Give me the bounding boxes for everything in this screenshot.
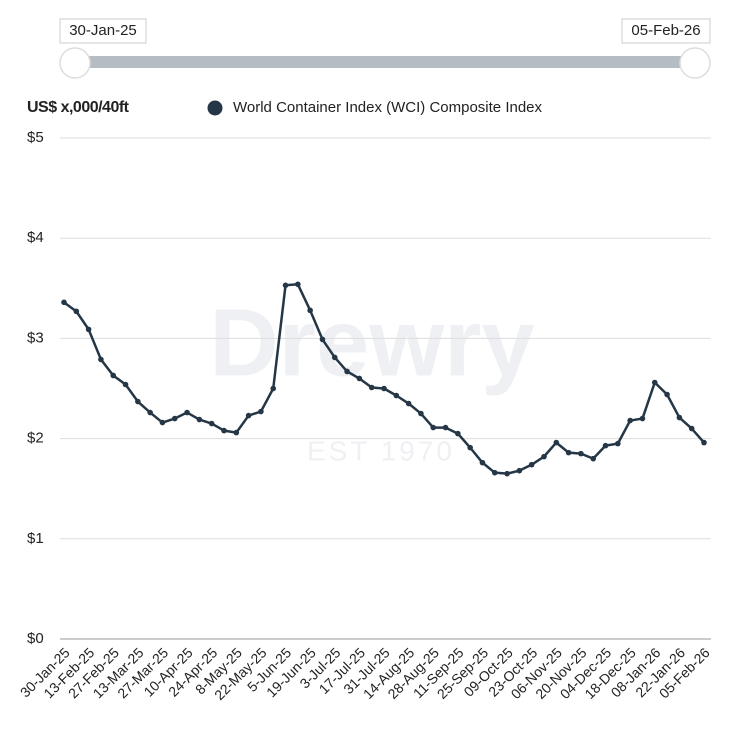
data-point bbox=[455, 430, 461, 437]
slider-end-box bbox=[621, 18, 711, 44]
data-point bbox=[319, 336, 326, 343]
data-point bbox=[159, 419, 166, 426]
data-point bbox=[135, 398, 141, 405]
data-point bbox=[368, 384, 375, 391]
data-point bbox=[122, 381, 129, 388]
data-point bbox=[701, 439, 707, 446]
slider-end-label: 05-Feb-26 bbox=[631, 22, 700, 39]
data-point bbox=[430, 424, 437, 431]
data-point bbox=[393, 392, 400, 399]
data-point bbox=[688, 425, 695, 432]
y-tick-label: $0 bbox=[27, 630, 44, 647]
slider-start-box bbox=[59, 18, 147, 44]
data-point bbox=[504, 470, 510, 477]
data-point bbox=[147, 409, 153, 416]
data-point bbox=[295, 281, 301, 288]
data-point bbox=[98, 356, 104, 363]
data-point bbox=[245, 412, 252, 419]
data-point bbox=[590, 455, 597, 462]
legend-marker bbox=[207, 100, 223, 116]
legend-label: World Container Index (WCI) Composite In… bbox=[233, 99, 543, 116]
data-point bbox=[565, 449, 572, 456]
data-point bbox=[344, 368, 350, 375]
watermark-est: EST 1970 bbox=[307, 435, 455, 466]
data-point bbox=[516, 467, 523, 474]
data-point bbox=[381, 385, 387, 392]
slider-start-label: 30-Jan-25 bbox=[69, 22, 137, 39]
data-point bbox=[258, 408, 264, 415]
y-tick-label: $2 bbox=[27, 430, 44, 447]
data-point bbox=[578, 450, 584, 457]
data-point bbox=[85, 326, 92, 333]
data-point bbox=[184, 409, 190, 416]
data-point bbox=[553, 439, 560, 446]
y-axis-label: US$ x,000/40ft bbox=[27, 99, 130, 116]
data-point bbox=[405, 400, 412, 407]
data-point bbox=[491, 469, 498, 476]
data-point bbox=[479, 459, 486, 466]
y-tick-label: $4 bbox=[27, 229, 44, 246]
data-point bbox=[331, 354, 338, 361]
y-tick-label: $1 bbox=[27, 530, 44, 547]
data-point bbox=[528, 461, 535, 468]
slider-end-handle[interactable] bbox=[679, 47, 711, 79]
data-point bbox=[541, 453, 547, 460]
data-point bbox=[208, 420, 215, 427]
data-point bbox=[615, 440, 621, 447]
data-point bbox=[307, 307, 313, 314]
data-point bbox=[467, 444, 473, 451]
data-point bbox=[356, 375, 363, 382]
data-point bbox=[602, 442, 609, 449]
data-point bbox=[61, 299, 67, 306]
data-point bbox=[171, 415, 178, 422]
y-tick-label: $3 bbox=[27, 329, 44, 346]
data-point bbox=[73, 308, 80, 315]
data-point bbox=[676, 414, 683, 421]
slider-start-handle[interactable] bbox=[59, 47, 91, 79]
data-point bbox=[442, 424, 449, 431]
y-tick-label: $5 bbox=[27, 129, 44, 146]
data-point bbox=[651, 379, 658, 386]
watermark-brand: Drewry bbox=[209, 289, 535, 396]
data-point bbox=[233, 429, 240, 436]
data-point bbox=[221, 427, 227, 434]
data-point bbox=[196, 416, 203, 423]
data-point bbox=[270, 385, 277, 392]
data-point bbox=[418, 410, 424, 417]
data-point bbox=[282, 282, 289, 289]
data-point bbox=[110, 372, 117, 379]
slider: 30-Jan-25 05-Feb-26 bbox=[59, 18, 711, 79]
data-point bbox=[627, 417, 633, 424]
data-point bbox=[639, 415, 646, 422]
data-point bbox=[664, 391, 670, 398]
